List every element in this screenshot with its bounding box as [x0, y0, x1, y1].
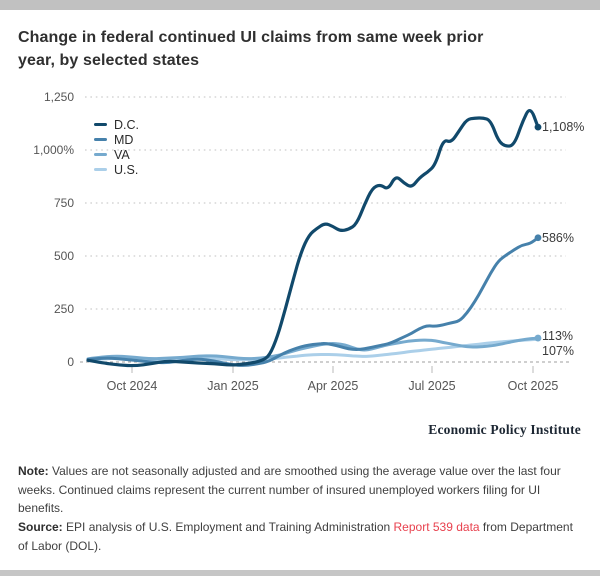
x-axis-tick-label: Jan 2025: [207, 379, 259, 393]
source-label: Source:: [18, 520, 63, 534]
series-line-dc: [86, 109, 540, 368]
chart-legend: D.C. MD VA U.S.: [94, 117, 139, 177]
note-paragraph: Note: Values are not seasonally adjusted…: [18, 462, 585, 518]
y-axis-tick-label: 500: [53, 249, 74, 263]
line-chart-plot-area: [80, 96, 570, 373]
series-end-dot-dc: [534, 123, 542, 131]
y-axis-tick-label: 1,000%: [33, 143, 74, 157]
legend-swatch-us: [94, 167, 107, 172]
x-axis-tick-label: Apr 2025: [307, 379, 359, 393]
y-axis-tick-label: 250: [53, 302, 74, 316]
source-text-pre: EPI analysis of U.S. Employment and Trai…: [62, 520, 394, 534]
top-gray-bar: [0, 0, 600, 10]
chart-title: Change in federal continued UI claims fr…: [18, 29, 484, 70]
y-axis-tick-label: 750: [53, 196, 74, 210]
source-paragraph: Source: EPI analysis of U.S. Employment …: [18, 518, 585, 555]
x-axis-tick-label: Oct 2024: [106, 379, 158, 393]
legend-swatch-md: [94, 137, 107, 142]
legend-item-md: MD: [94, 132, 139, 147]
legend-swatch-dc: [94, 122, 107, 127]
end-label-md: 586%: [542, 230, 574, 245]
x-axis-tick-label: Jul 2025: [408, 379, 456, 393]
epi-brand-wordmark: Economic Policy Institute: [428, 422, 581, 437]
legend-label-dc: D.C.: [114, 117, 139, 132]
legend-label-us: U.S.: [114, 162, 139, 177]
report-539-data-link[interactable]: Report 539 data: [393, 520, 480, 534]
end-label-dc: 1,108%: [542, 120, 585, 135]
series-end-dot-md: [534, 234, 542, 242]
legend-swatch-va: [94, 152, 107, 157]
end-label-us: 107%: [542, 344, 574, 359]
source-text-post: from Department of Labor (DOL).: [18, 520, 573, 553]
bottom-gray-bar: [0, 570, 600, 576]
series-line-md: [86, 236, 540, 367]
x-axis-tick-label: Oct 2025: [507, 379, 559, 393]
legend-item-us: U.S.: [94, 162, 139, 177]
series-end-dot-va: [534, 334, 542, 342]
series-line-us: [86, 337, 540, 362]
end-label-va: 113%: [542, 329, 574, 344]
note-label: Note:: [18, 464, 49, 478]
y-axis-tick-label: 0: [67, 355, 74, 369]
legend-item-va: VA: [94, 147, 139, 162]
legend-label-md: MD: [114, 132, 134, 147]
note-text: Values are not seasonally adjusted and a…: [18, 464, 561, 516]
y-axis-tick-label: 1,250: [43, 90, 74, 104]
legend-label-va: VA: [114, 147, 130, 162]
legend-item-dc: D.C.: [94, 117, 139, 132]
